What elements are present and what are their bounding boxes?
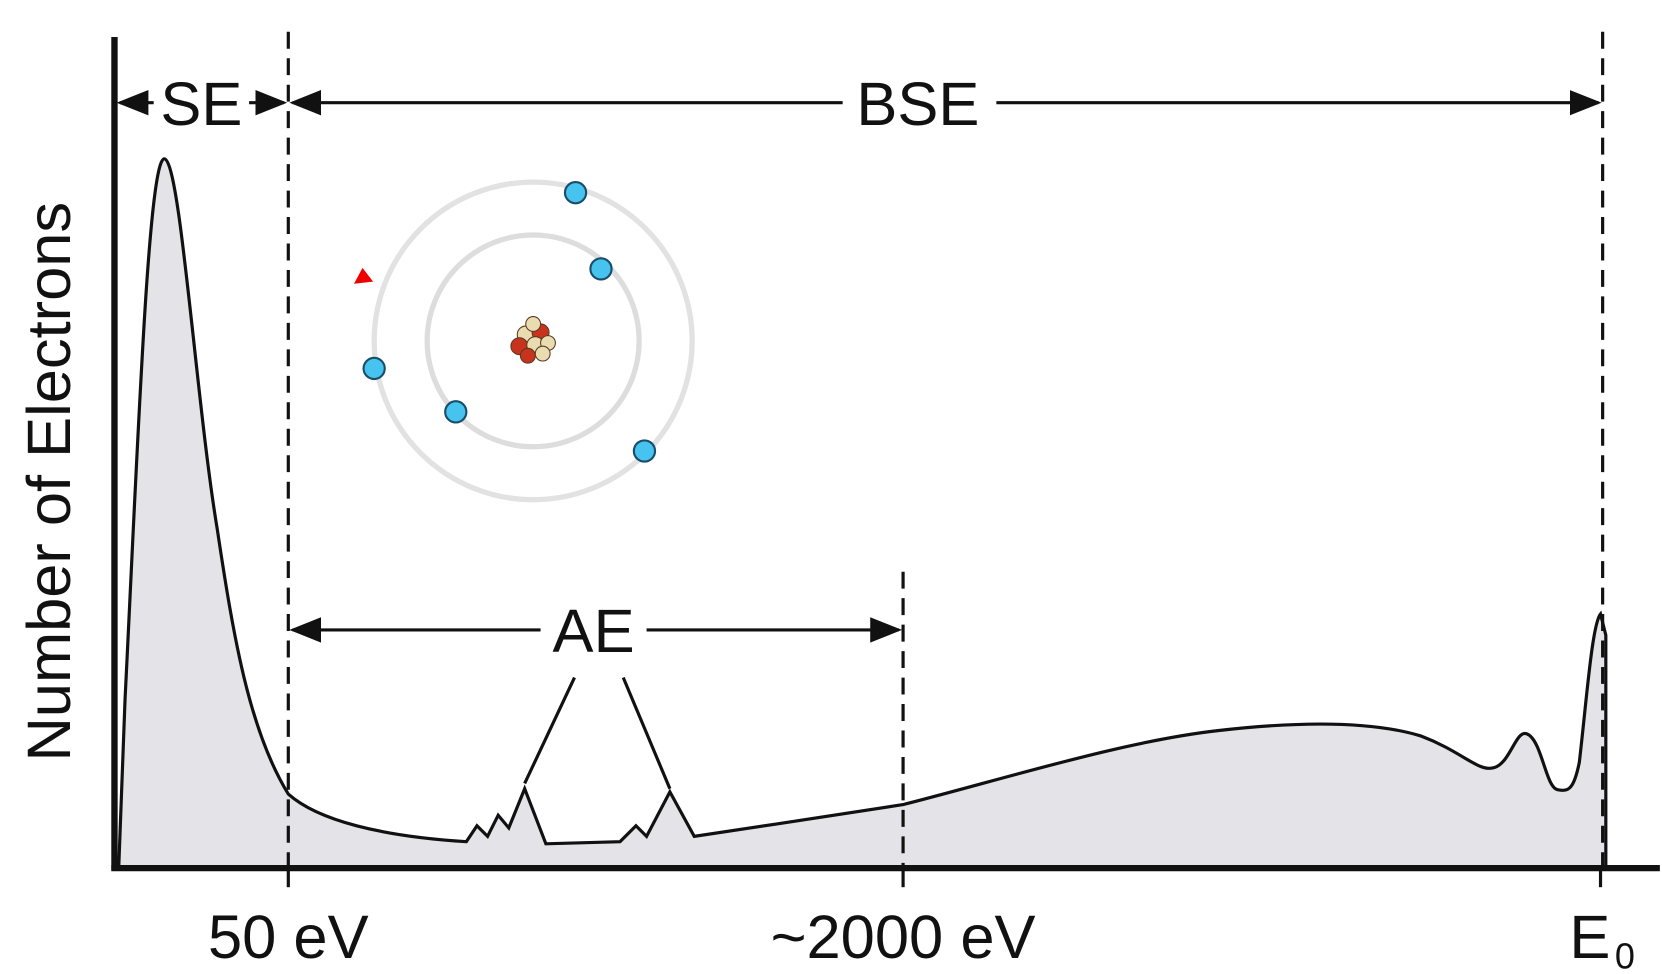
atom-icon bbox=[354, 179, 695, 503]
se-label: SE bbox=[160, 70, 242, 139]
range-arrows bbox=[116, 89, 1602, 790]
ticks bbox=[286, 868, 1603, 888]
bse-label: BSE bbox=[856, 70, 979, 139]
x-tick-label: 50 eV bbox=[208, 903, 369, 972]
end-label: E bbox=[1569, 903, 1610, 972]
y-axis-label: Number of Electrons bbox=[15, 202, 84, 762]
spectrum-curve bbox=[117, 157, 1608, 870]
dashed-dividers bbox=[286, 31, 1605, 869]
end-label-subscript: 0 bbox=[1615, 936, 1635, 974]
ae-label: AE bbox=[553, 597, 635, 666]
x-tick-label: ~2000 eV bbox=[771, 903, 1036, 972]
